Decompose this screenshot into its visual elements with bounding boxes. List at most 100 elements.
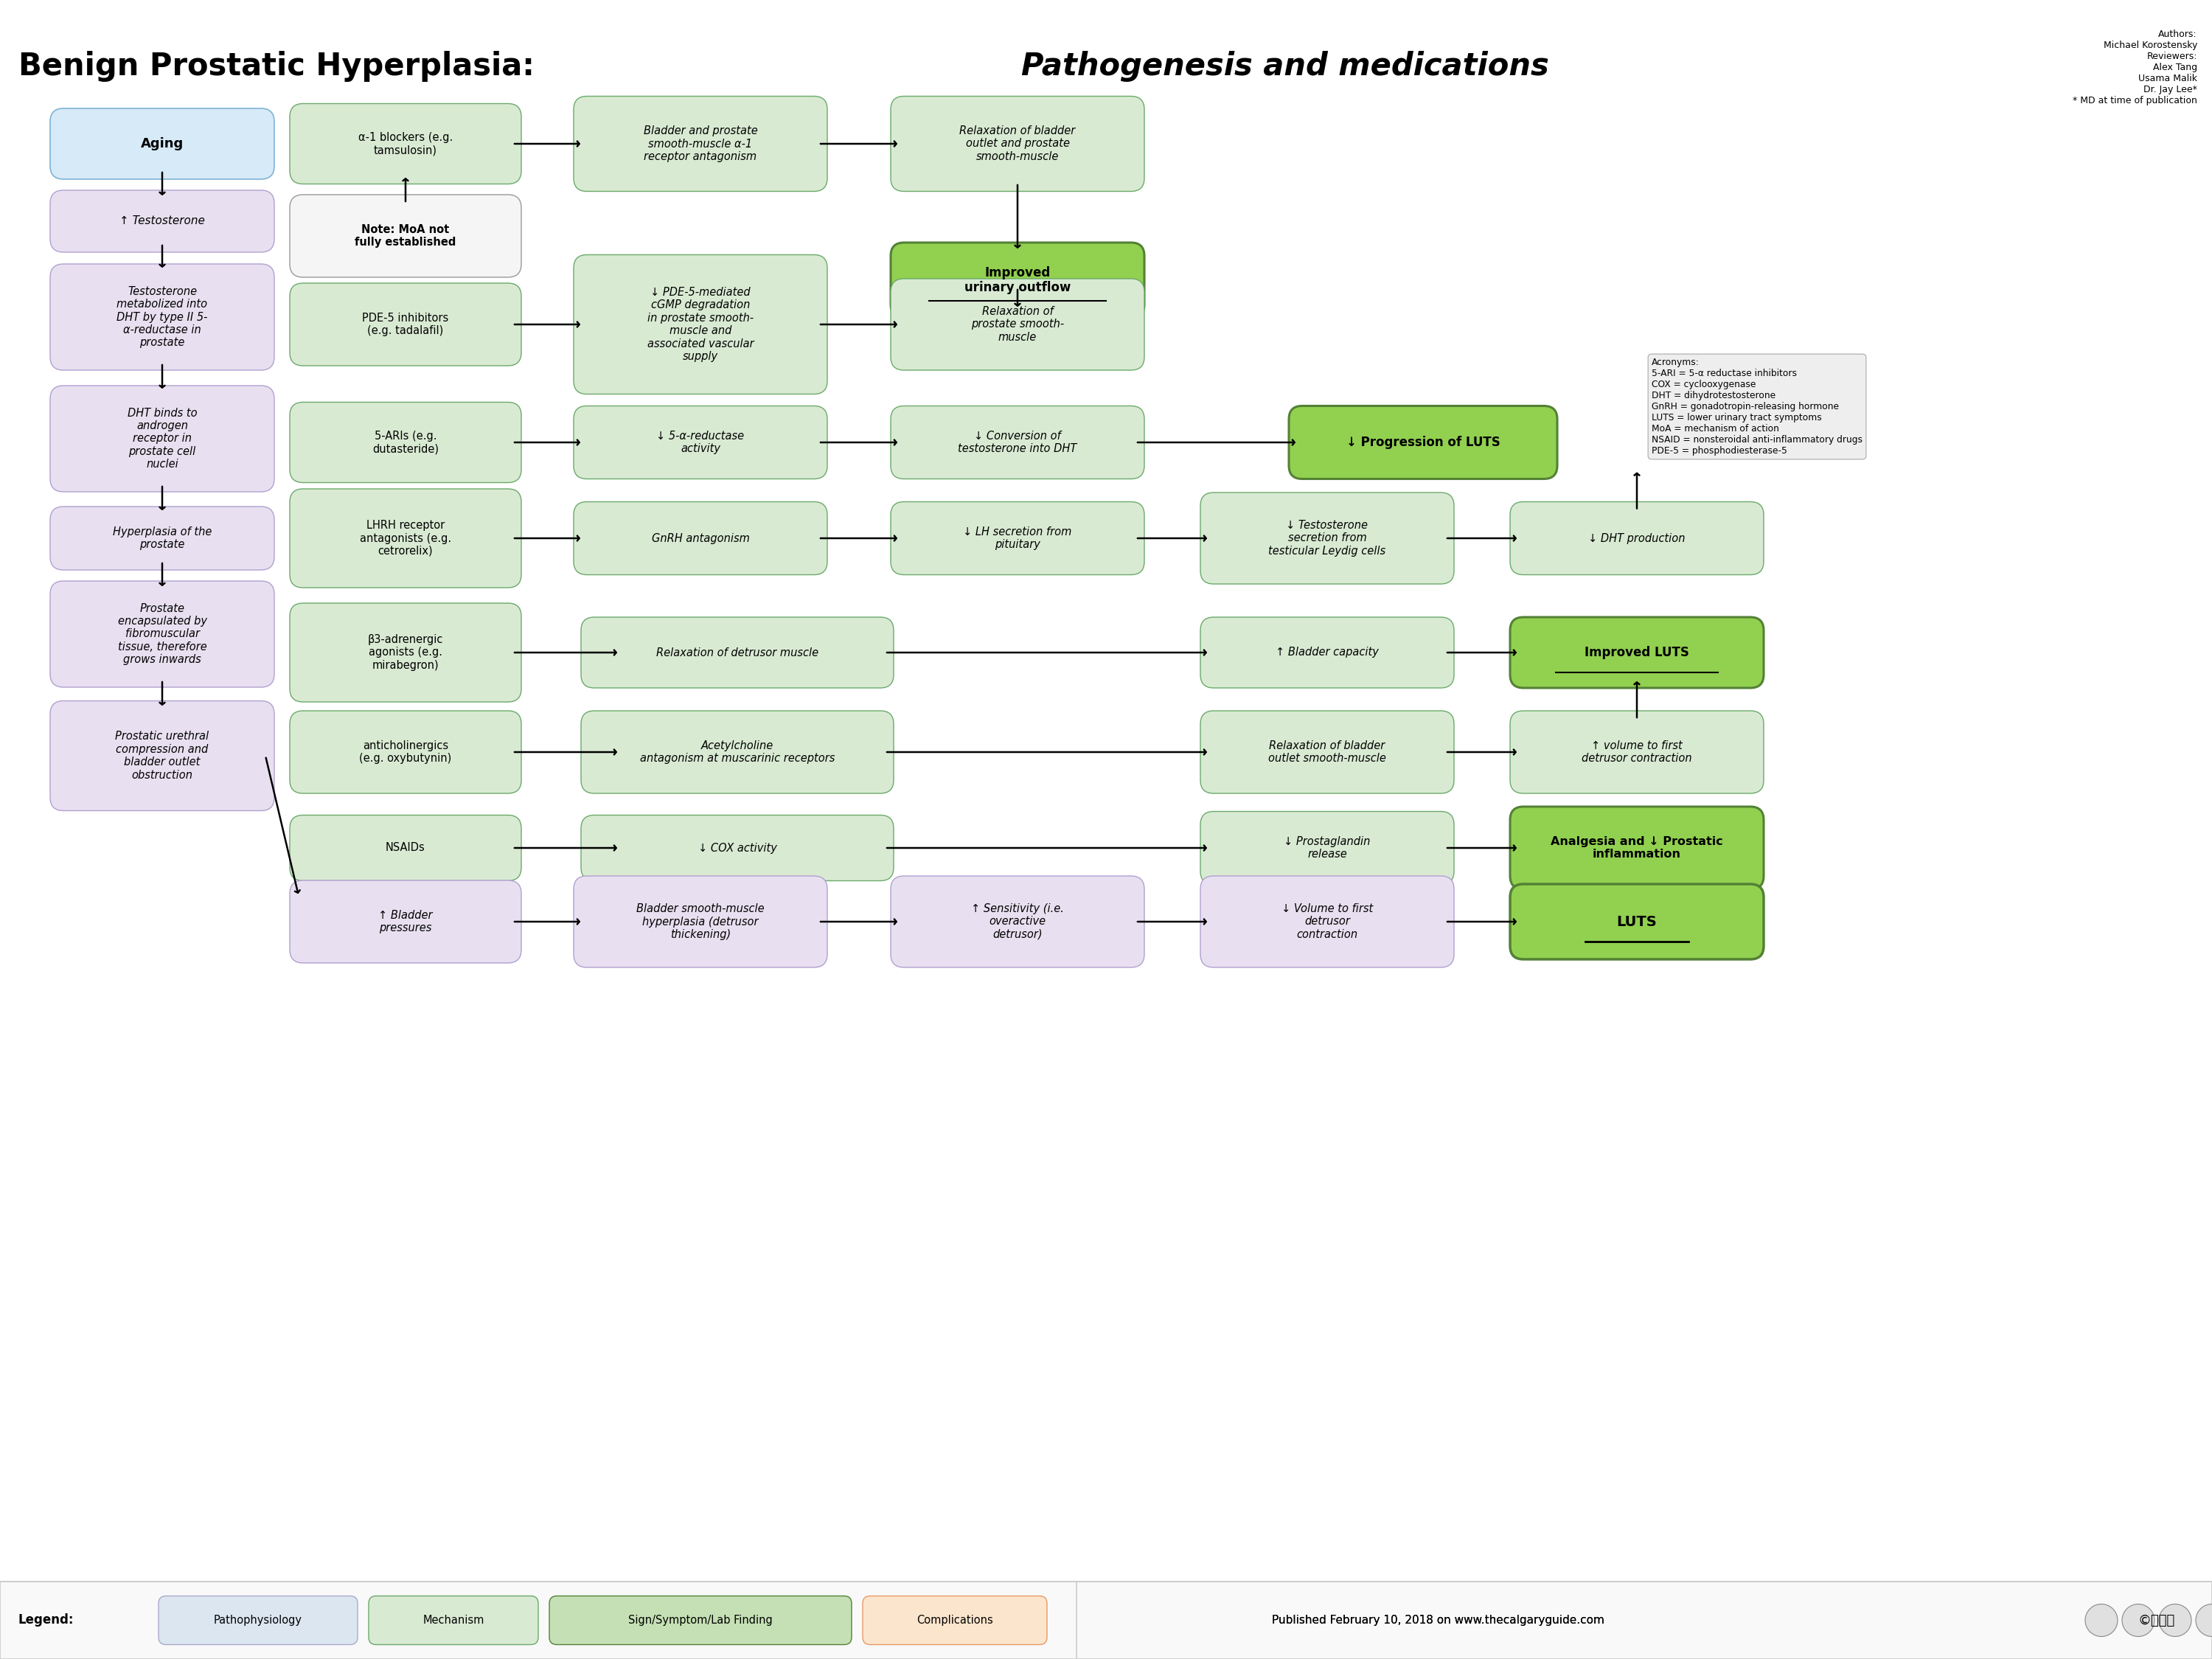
FancyBboxPatch shape [582, 617, 894, 688]
FancyBboxPatch shape [51, 506, 274, 571]
Circle shape [2121, 1604, 2154, 1636]
Text: Relaxation of
prostate smooth-
muscle: Relaxation of prostate smooth- muscle [971, 305, 1064, 343]
FancyBboxPatch shape [290, 489, 522, 587]
FancyBboxPatch shape [369, 1596, 538, 1644]
FancyBboxPatch shape [290, 604, 522, 702]
FancyBboxPatch shape [290, 881, 522, 962]
FancyBboxPatch shape [573, 255, 827, 395]
FancyBboxPatch shape [51, 385, 274, 491]
FancyBboxPatch shape [51, 191, 274, 252]
FancyBboxPatch shape [290, 815, 522, 881]
Text: Improved LUTS: Improved LUTS [1584, 645, 1690, 659]
Text: Bladder and prostate
smooth-muscle α-1
receptor antagonism: Bladder and prostate smooth-muscle α-1 r… [644, 126, 757, 163]
FancyBboxPatch shape [1201, 710, 1453, 793]
Text: Testosterone
metabolized into
DHT by type II 5-
α-reductase in
prostate: Testosterone metabolized into DHT by typ… [117, 285, 208, 348]
Text: anticholinergics
(e.g. oxybutynin): anticholinergics (e.g. oxybutynin) [358, 740, 451, 765]
Text: Hyperplasia of the
prostate: Hyperplasia of the prostate [113, 526, 212, 551]
Text: ↓ Volume to first
detrusor
contraction: ↓ Volume to first detrusor contraction [1281, 902, 1374, 941]
Text: ↓ 5-α-reductase
activity: ↓ 5-α-reductase activity [657, 430, 745, 455]
Text: 5-ARIs (e.g.
dutasteride): 5-ARIs (e.g. dutasteride) [372, 430, 438, 455]
FancyBboxPatch shape [1511, 710, 1763, 793]
Text: GnRH antagonism: GnRH antagonism [653, 533, 750, 544]
Text: NSAIDs: NSAIDs [385, 843, 425, 853]
Text: Relaxation of bladder
outlet smooth-muscle: Relaxation of bladder outlet smooth-musc… [1267, 740, 1387, 765]
Text: LUTS: LUTS [1617, 914, 1657, 929]
Text: ↓ Conversion of
testosterone into DHT: ↓ Conversion of testosterone into DHT [958, 430, 1077, 455]
FancyBboxPatch shape [290, 103, 522, 184]
Text: ↓ Prostaglandin
release: ↓ Prostaglandin release [1283, 836, 1371, 859]
FancyBboxPatch shape [891, 501, 1144, 574]
FancyBboxPatch shape [1201, 617, 1453, 688]
Circle shape [2197, 1604, 2212, 1636]
Text: β3-adrenergic
agonists (e.g.
mirabegron): β3-adrenergic agonists (e.g. mirabegron) [367, 634, 442, 670]
Text: Pathogenesis and medications: Pathogenesis and medications [1022, 51, 1548, 81]
Circle shape [2159, 1604, 2192, 1636]
FancyBboxPatch shape [1290, 406, 1557, 479]
Text: Analgesia and ↓ Prostatic
inflammation: Analgesia and ↓ Prostatic inflammation [1551, 836, 1723, 859]
FancyBboxPatch shape [549, 1596, 852, 1644]
FancyBboxPatch shape [1201, 876, 1453, 967]
Text: Acronyms:
5-ARI = 5-α reductase inhibitors
COX = cyclooxygenase
DHT = dihydrotes: Acronyms: 5-ARI = 5-α reductase inhibito… [1652, 358, 1863, 456]
FancyBboxPatch shape [1511, 806, 1763, 889]
Text: Complications: Complications [916, 1614, 993, 1626]
Text: Improved
urinary outflow: Improved urinary outflow [964, 265, 1071, 295]
FancyBboxPatch shape [51, 700, 274, 811]
Text: Prostatic urethral
compression and
bladder outlet
obstruction: Prostatic urethral compression and bladd… [115, 732, 210, 780]
FancyBboxPatch shape [290, 710, 522, 793]
FancyBboxPatch shape [290, 401, 522, 483]
FancyBboxPatch shape [573, 876, 827, 967]
FancyBboxPatch shape [891, 876, 1144, 967]
Text: Authors:
Michael Korostensky
Reviewers:
Alex Tang
Usama Malik
Dr. Jay Lee*
* MD : Authors: Michael Korostensky Reviewers: … [2073, 30, 2197, 106]
Text: α-1 blockers (e.g.
tamsulosin): α-1 blockers (e.g. tamsulosin) [358, 131, 453, 156]
Text: DHT binds to
androgen
receptor in
prostate cell
nuclei: DHT binds to androgen receptor in prosta… [128, 408, 197, 469]
Text: Pathophysiology: Pathophysiology [215, 1614, 303, 1626]
Text: Sign/Symptom/Lab Finding: Sign/Symptom/Lab Finding [628, 1614, 772, 1626]
Text: Aging: Aging [142, 138, 184, 151]
FancyBboxPatch shape [573, 501, 827, 574]
Text: Prostate
encapsulated by
fibromuscular
tissue, therefore
grows inwards: Prostate encapsulated by fibromuscular t… [117, 602, 208, 665]
Text: Relaxation of bladder
outlet and prostate
smooth-muscle: Relaxation of bladder outlet and prostat… [960, 126, 1075, 163]
Text: Relaxation of detrusor muscle: Relaxation of detrusor muscle [657, 647, 818, 659]
FancyBboxPatch shape [573, 96, 827, 191]
FancyBboxPatch shape [573, 406, 827, 479]
Text: Note: MoA not
fully established: Note: MoA not fully established [354, 224, 456, 247]
FancyBboxPatch shape [891, 96, 1144, 191]
FancyBboxPatch shape [0, 1581, 2212, 1659]
Text: ↓ DHT production: ↓ DHT production [1588, 533, 1686, 544]
FancyBboxPatch shape [891, 242, 1144, 319]
Text: ©ⓈⓂⓃ: ©ⓈⓂⓃ [2139, 1614, 2174, 1627]
Text: ↑ Bladder
pressures: ↑ Bladder pressures [378, 909, 434, 934]
Text: ↑ Testosterone: ↑ Testosterone [119, 216, 206, 227]
Text: Bladder smooth-muscle
hyperplasia (detrusor
thickening): Bladder smooth-muscle hyperplasia (detru… [637, 902, 765, 941]
FancyBboxPatch shape [1201, 493, 1453, 584]
FancyBboxPatch shape [290, 194, 522, 277]
FancyBboxPatch shape [1511, 617, 1763, 688]
Text: Published ​February 10, 2018 on www.thecalgaryguide.com: Published ​February 10, 2018 on www.thec… [1272, 1614, 1604, 1626]
FancyBboxPatch shape [891, 279, 1144, 370]
FancyBboxPatch shape [582, 815, 894, 881]
FancyBboxPatch shape [1511, 501, 1763, 574]
Text: Published ​February 10, 2018​ on www.thecalgaryguide.com: Published ​February 10, 2018​ on www.the… [1272, 1614, 1604, 1626]
Text: ↑ Bladder capacity: ↑ Bladder capacity [1276, 647, 1378, 659]
FancyBboxPatch shape [1511, 884, 1763, 959]
Text: ↓ LH secretion from
pituitary: ↓ LH secretion from pituitary [962, 526, 1073, 551]
Text: Acetylcholine
antagonism at muscarinic receptors: Acetylcholine antagonism at muscarinic r… [639, 740, 834, 765]
FancyBboxPatch shape [290, 284, 522, 365]
Text: ↓ PDE-5-mediated
cGMP degradation
in prostate smooth-
muscle and
associated vasc: ↓ PDE-5-mediated cGMP degradation in pro… [648, 287, 754, 362]
Text: ↓ Testosterone
secretion from
testicular Leydig cells: ↓ Testosterone secretion from testicular… [1267, 519, 1387, 557]
FancyBboxPatch shape [1201, 811, 1453, 884]
Text: ↑ volume to first
detrusor contraction: ↑ volume to first detrusor contraction [1582, 740, 1692, 765]
FancyBboxPatch shape [51, 581, 274, 687]
FancyBboxPatch shape [159, 1596, 358, 1644]
FancyBboxPatch shape [582, 710, 894, 793]
Text: ↓ Progression of LUTS: ↓ Progression of LUTS [1347, 436, 1500, 450]
FancyBboxPatch shape [51, 108, 274, 179]
Circle shape [2086, 1604, 2117, 1636]
Text: LHRH receptor
antagonists (e.g.
cetrorelix): LHRH receptor antagonists (e.g. cetrorel… [361, 519, 451, 557]
Text: ↓ COX activity: ↓ COX activity [699, 843, 776, 853]
FancyBboxPatch shape [51, 264, 274, 370]
Text: Mechanism: Mechanism [422, 1614, 484, 1626]
Text: ↑ Sensitivity (i.e.
overactive
detrusor): ↑ Sensitivity (i.e. overactive detrusor) [971, 902, 1064, 941]
Text: Benign Prostatic Hyperplasia:: Benign Prostatic Hyperplasia: [18, 51, 544, 81]
FancyBboxPatch shape [863, 1596, 1046, 1644]
